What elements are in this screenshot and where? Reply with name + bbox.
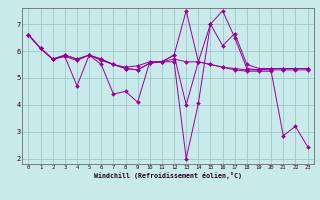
X-axis label: Windchill (Refroidissement éolien,°C): Windchill (Refroidissement éolien,°C) (94, 172, 242, 179)
